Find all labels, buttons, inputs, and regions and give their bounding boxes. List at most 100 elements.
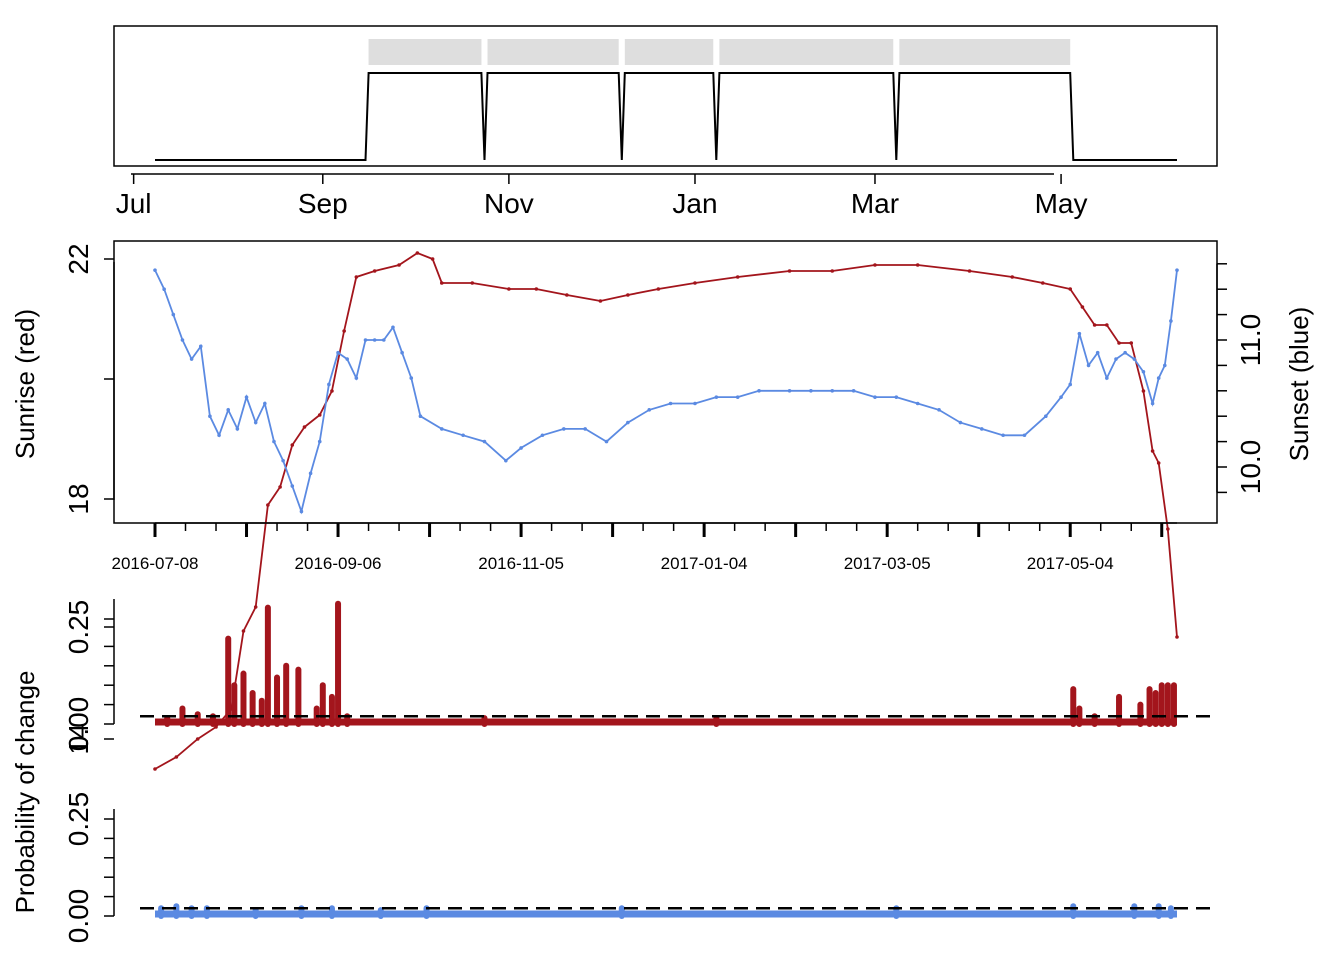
sunset-point (809, 389, 813, 393)
sunrise-series-points (153, 251, 1179, 771)
sunrise-point (470, 281, 475, 285)
sunrise-point (397, 263, 401, 267)
sunset-point (244, 395, 249, 399)
sunrise-point (1175, 635, 1179, 639)
prob-red-y-ticks: 0.00 0.25 (63, 600, 114, 751)
sunrise-point (354, 275, 359, 279)
sunset-point (1175, 268, 1179, 272)
sunrise-point (1105, 323, 1109, 327)
sunset-point (461, 433, 465, 438)
sunset-point (317, 439, 322, 444)
prob-blue-y-tick-label: 0.25 (63, 792, 94, 847)
sun-x-ticks: 2016-07-08 2016-09-06 2016-11-05 2017-01-04… (112, 522, 1177, 573)
sunset-point (873, 395, 877, 399)
sunrise-point (1068, 287, 1073, 291)
sunset-point (382, 338, 386, 342)
sunrise-point (241, 629, 246, 633)
sunset-point (226, 408, 231, 412)
sunset-point (281, 458, 285, 463)
sunset-series-points (153, 268, 1179, 514)
sunrise-point (656, 287, 661, 291)
sun-x-tick-label: 2017-03-05 (844, 554, 931, 573)
sunrise-point (598, 299, 603, 303)
sun-x-tick-label: 2017-05-04 (1027, 554, 1114, 573)
sunrise-point (1166, 527, 1170, 531)
segment-x-tick-label: Jul (116, 188, 152, 219)
sunrise-point (626, 293, 630, 297)
sunset-point (519, 446, 523, 450)
sunrise-point (1010, 275, 1015, 279)
sunset-point (1123, 350, 1127, 355)
sunset-y-tick-label: 11.0 (1235, 314, 1266, 366)
prob-panel-sunrise: 0.00 0.25 (63, 599, 1214, 751)
sunrise-point (214, 725, 218, 729)
sunset-point (418, 414, 423, 419)
sunset-point (363, 338, 368, 342)
sunset-point (626, 420, 630, 425)
sunset-point (1105, 376, 1109, 380)
sunrise-point (372, 269, 377, 273)
sunrise-point (430, 257, 435, 261)
sunset-point (787, 389, 792, 393)
sunrise-point (565, 293, 569, 297)
sunset-series-line (154, 269, 1178, 515)
sunrise-point (1092, 323, 1097, 327)
sunrise-point (253, 605, 258, 609)
segment-x-tick-label: May (1035, 188, 1088, 219)
sunset-point (180, 338, 185, 342)
sunset-point (253, 420, 258, 425)
prob-panel-sunset: 0.00 0.25 (63, 792, 1214, 943)
segment-x-tick-label: Mar (851, 188, 899, 219)
sunset-point (336, 350, 340, 355)
sunset-point (482, 439, 487, 444)
sunrise-point (915, 263, 920, 267)
sunset-point (504, 458, 508, 463)
sunset-point (1068, 382, 1073, 387)
sunset-point (217, 433, 221, 438)
sunrise-point (330, 389, 334, 393)
sunset-point (391, 325, 395, 330)
sunrise-point (735, 275, 740, 279)
sunrise-point (153, 767, 157, 771)
sunrise-point (415, 251, 420, 255)
sunrise-point (1040, 281, 1045, 285)
sunset-y-ticks: 10.0 11.0 (1216, 263, 1266, 495)
sunrise-point (507, 287, 511, 291)
segment-bar-2 (487, 39, 619, 65)
sunset-point (851, 389, 856, 393)
sunrise-point (534, 287, 539, 291)
sunset-y-tick-label: 10.0 (1235, 440, 1266, 495)
sunset-point (290, 484, 295, 488)
sunset-point (1141, 369, 1146, 374)
sun-x-tick-label: 2016-09-06 (295, 554, 382, 573)
sunset-point (235, 427, 240, 431)
sunrise-y-tick-label: 18 (63, 483, 94, 514)
sunrise-point (873, 263, 877, 267)
sunset-point (1150, 401, 1155, 406)
segment-bar-1 (368, 39, 482, 65)
prob-red-y-tick-label: 0.25 (63, 600, 94, 655)
sunset-point (1077, 331, 1082, 336)
sunset-point (937, 408, 941, 412)
segment-bars (368, 39, 1071, 65)
sunset-point (540, 433, 545, 438)
sunrise-point (266, 503, 270, 507)
sunset-point (1086, 363, 1091, 368)
sunrise-point (174, 755, 179, 759)
segment-x-tick-label: Sep (298, 188, 348, 219)
sunrise-axis-label: Sunrise (red) (10, 309, 40, 459)
sunset-point (1114, 357, 1118, 361)
sunrise-y-ticks: 14 18 22 (63, 243, 114, 755)
sunset-point (372, 338, 377, 342)
sunrise-y-tick-label: 14 (63, 723, 94, 754)
sun-x-tick-label: 2016-07-08 (112, 554, 199, 573)
sunset-point (263, 401, 267, 406)
sunset-point (1022, 433, 1027, 438)
sun-x-tick-label: 2017-01-04 (661, 554, 748, 573)
sunset-point (757, 389, 761, 393)
segment-x-tick-label: Nov (484, 188, 534, 219)
sunrise-y-tick-label: 22 (63, 243, 94, 274)
sunrise-point (195, 737, 200, 741)
